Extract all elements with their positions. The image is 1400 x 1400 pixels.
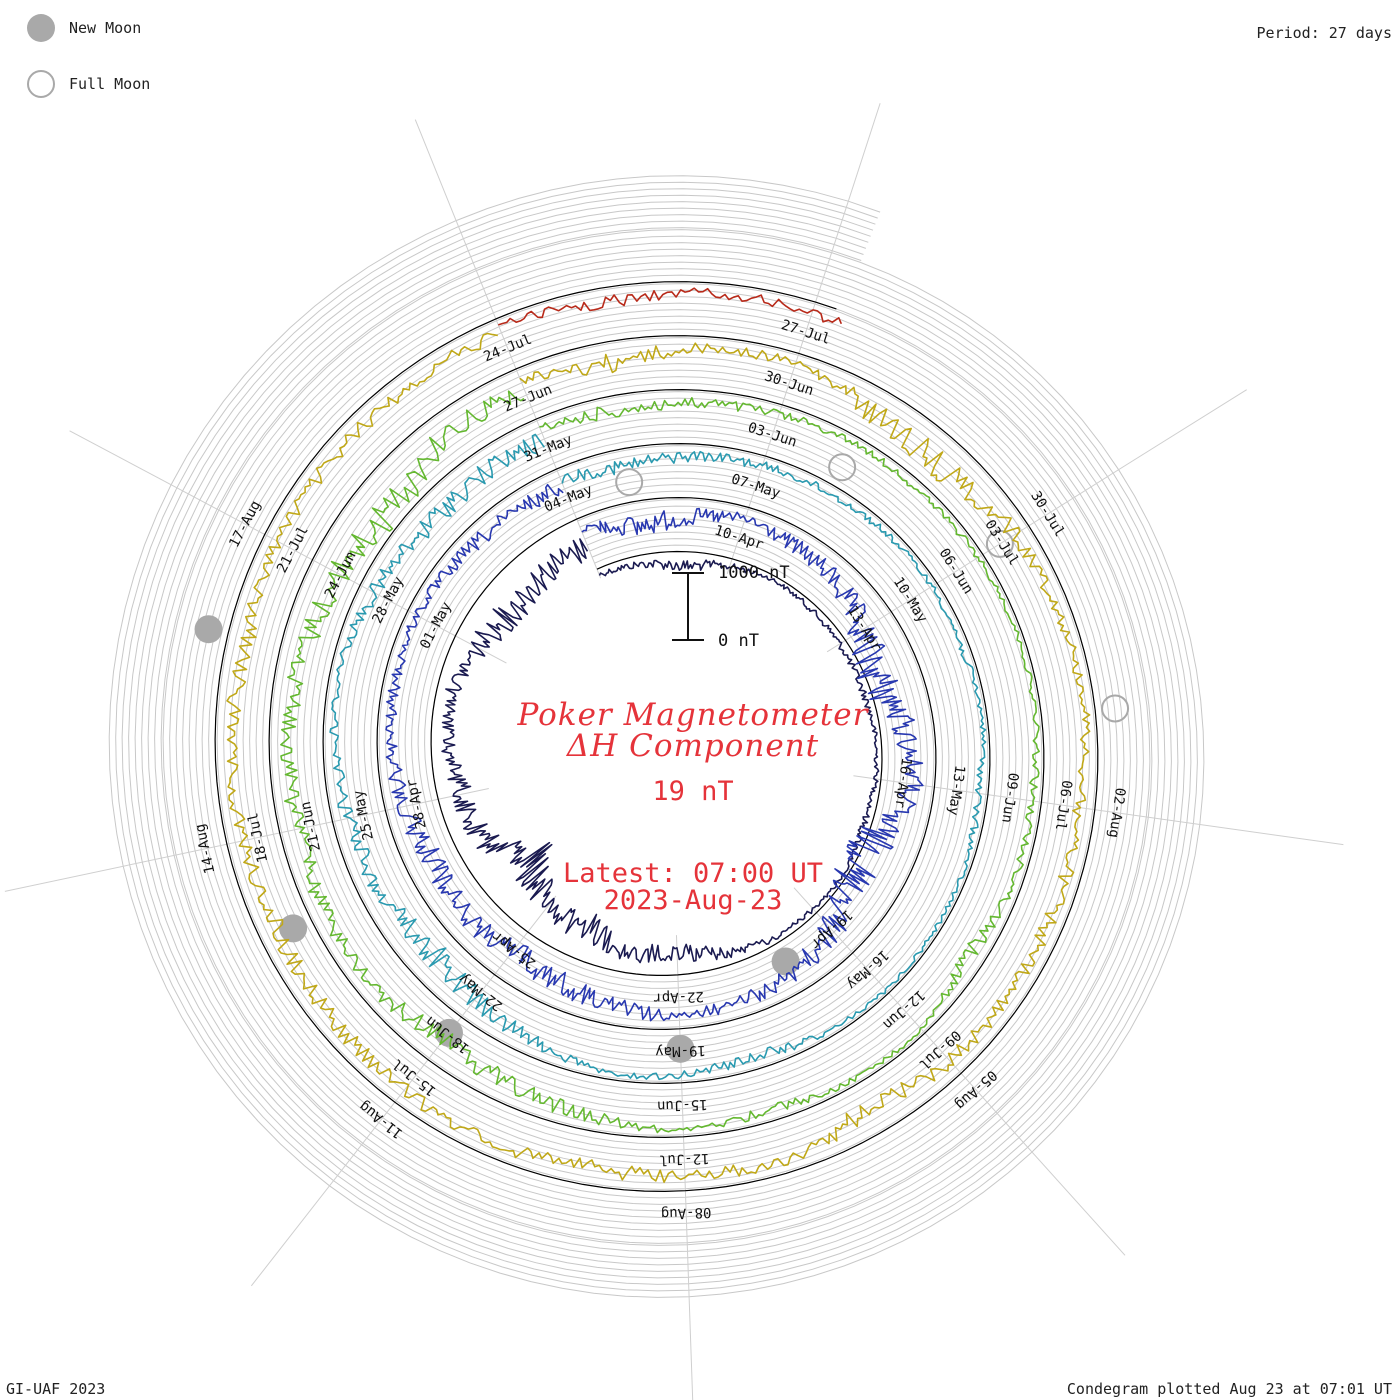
date-label: 21-Jul xyxy=(274,523,312,575)
scale-top-label: 1000 nT xyxy=(718,563,790,583)
radial-tick-lines xyxy=(4,103,1344,1400)
new-moon-marker xyxy=(194,615,223,644)
footer-credit: GI-UAF 2023 xyxy=(6,1380,106,1398)
spiral-grid xyxy=(108,175,1205,1298)
radial-line xyxy=(69,430,507,664)
grid-spiral-8 xyxy=(108,175,1205,1298)
new-moon-marker xyxy=(279,914,308,943)
radial-line xyxy=(826,389,1247,653)
date-label: 28-May xyxy=(369,574,407,626)
period-label: Period: 27 days xyxy=(1256,24,1392,42)
full-moon-marker xyxy=(615,468,644,497)
legend-full-moon: Full Moon xyxy=(27,70,150,98)
scale-bottom-label: 0 nT xyxy=(718,631,759,651)
chart-title: Poker Magnetometer xyxy=(517,697,869,733)
grid-spiral-3 xyxy=(141,207,1172,1266)
spiral-baseline xyxy=(214,281,1099,1193)
grid-spiral-4 xyxy=(134,201,1179,1272)
grid-spiral-2 xyxy=(147,214,1166,1259)
latest-date: 2023-Aug-23 xyxy=(603,885,783,916)
series-line-turn-3 xyxy=(329,433,987,1081)
date-label: 02-Aug xyxy=(1105,787,1128,839)
date-label: 08-Aug xyxy=(661,1204,712,1222)
legend-new-moon: New Moon xyxy=(27,14,141,42)
series-line-turn-1 xyxy=(441,538,880,964)
footer-plot-time: Condegram plotted Aug 23 at 07:01 UT xyxy=(1066,1380,1392,1398)
chart-subtitle: ΔH Component xyxy=(566,728,820,764)
radial-line xyxy=(726,103,881,574)
current-value: 19 nT xyxy=(652,776,734,807)
full-moon-marker xyxy=(828,453,857,482)
legend-new-moon-label: New Moon xyxy=(69,19,142,37)
date-label: 16-Apr xyxy=(891,757,914,809)
baseline-spiral xyxy=(214,281,1099,1193)
date-label: 19-May xyxy=(655,1042,706,1060)
date-label: 01-May xyxy=(417,600,455,652)
grid-spiral-5 xyxy=(128,194,1185,1279)
series-line-turn-6 xyxy=(498,287,843,326)
date-label: 12-Jul xyxy=(659,1150,710,1168)
date-label: 06-Jul xyxy=(1052,779,1075,831)
radial-line xyxy=(793,887,1126,1256)
data-series xyxy=(226,287,1091,1183)
radial-line xyxy=(414,119,602,579)
radial-line xyxy=(4,788,489,892)
latest-time: Latest: 07:00 UT xyxy=(562,858,824,889)
legend-full-moon-label: Full Moon xyxy=(69,75,151,93)
radial-line xyxy=(675,935,694,1400)
series-line-turn-4 xyxy=(280,390,1040,1134)
date-label: 13-May xyxy=(945,764,968,816)
grid-spiral-7 xyxy=(115,181,1198,1292)
date-label: 22-Apr xyxy=(653,988,704,1006)
grid-spiral-1 xyxy=(154,220,1159,1253)
radial-line xyxy=(250,895,557,1287)
date-label: 27-Jun xyxy=(502,382,555,416)
grid-spiral-6 xyxy=(121,188,1192,1285)
scale-bar xyxy=(672,572,704,641)
series-line-turn-2 xyxy=(385,483,924,1022)
full-moon-icon xyxy=(27,70,55,98)
new-moon-marker xyxy=(666,1034,695,1063)
series-line-turn-5 xyxy=(226,332,1091,1183)
full-moon-marker xyxy=(1101,694,1130,723)
new-moon-marker xyxy=(771,947,800,976)
radial-line xyxy=(853,775,1344,846)
new-moon-icon xyxy=(27,14,55,42)
date-label: 15-Jun xyxy=(657,1096,708,1114)
date-label: 09-Jun xyxy=(998,772,1021,824)
date-label: 24-Jun xyxy=(322,549,360,601)
full-moon-marker xyxy=(985,529,1014,558)
date-label: 17-Aug xyxy=(226,498,264,550)
date-label: 24-Jul xyxy=(481,332,534,366)
